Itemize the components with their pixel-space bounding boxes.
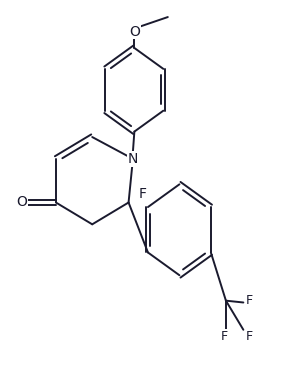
Text: F: F — [246, 330, 253, 343]
Text: O: O — [16, 196, 27, 210]
Text: O: O — [129, 24, 140, 39]
Text: F: F — [138, 187, 146, 201]
Text: F: F — [221, 330, 228, 343]
Text: N: N — [128, 152, 138, 166]
Text: F: F — [246, 294, 253, 307]
